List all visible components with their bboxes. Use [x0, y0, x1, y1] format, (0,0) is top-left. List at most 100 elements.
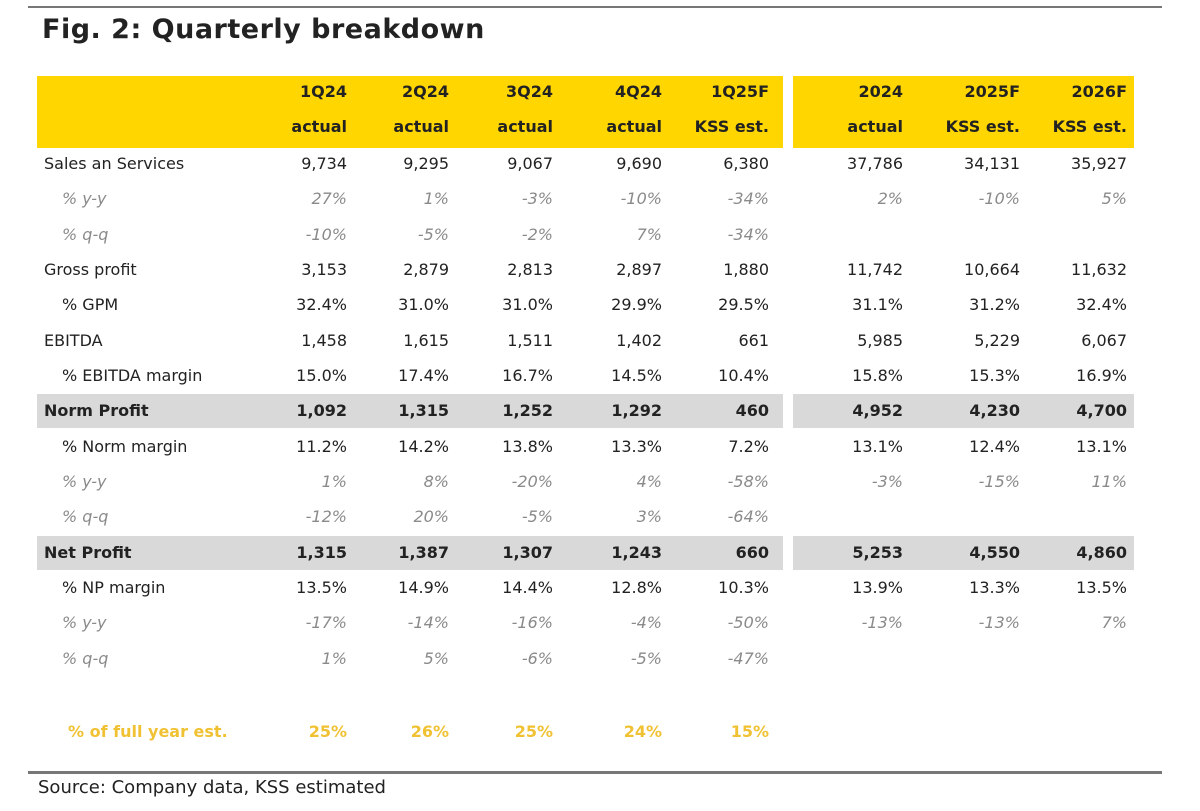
table-cell: -14%: [407, 613, 449, 632]
table-cell: 6,067: [1081, 331, 1127, 350]
table-cell: 11,742: [847, 260, 903, 279]
table-cell: 31.0%: [502, 295, 553, 314]
table-cell: -10%: [978, 189, 1020, 208]
row-label: % y-y: [62, 613, 107, 632]
table-cell: 7%: [636, 225, 662, 244]
column-header-period: 1Q25F: [711, 82, 769, 101]
table-cell: 17.4%: [398, 366, 449, 385]
table-cell: 32.4%: [296, 295, 347, 314]
table-cell: 12.4%: [969, 437, 1020, 456]
table-cell: -3%: [871, 472, 903, 491]
table-cell: 4,700: [1076, 401, 1127, 420]
row-label: EBITDA: [44, 331, 103, 350]
full-year-cell: 24%: [623, 722, 662, 741]
table-cell: -13%: [861, 613, 903, 632]
highlight-band-left: [37, 536, 783, 570]
table-cell: 15.0%: [296, 366, 347, 385]
full-year-cell: 25%: [514, 722, 553, 741]
row-label: % q-q: [62, 507, 109, 526]
table-cell: 8%: [423, 472, 449, 491]
table-cell: -17%: [305, 613, 347, 632]
table-cell: 5%: [423, 649, 449, 668]
table-cell: 1%: [423, 189, 449, 208]
table-cell: 15.3%: [969, 366, 1020, 385]
table-cell: 1%: [321, 649, 347, 668]
table-cell: 1,243: [611, 543, 662, 562]
column-header-basis: KSS est.: [945, 117, 1020, 136]
table-cell: 2%: [877, 189, 903, 208]
table-cell: 11.2%: [296, 437, 347, 456]
table-cell: 20%: [413, 507, 449, 526]
row-label: % NP margin: [62, 578, 166, 597]
header-band-left: [37, 76, 783, 148]
table-cell: 13.3%: [611, 437, 662, 456]
table-cell: 9,067: [507, 154, 553, 173]
table-cell: 10.3%: [718, 578, 769, 597]
column-header-period: 2Q24: [402, 82, 449, 101]
table-cell: 2,897: [616, 260, 662, 279]
table-cell: 14.4%: [502, 578, 553, 597]
row-label: Norm Profit: [44, 401, 149, 420]
full-year-label: % of full year est.: [68, 722, 228, 741]
figure-title: Fig. 2: Quarterly breakdown: [42, 14, 485, 45]
table-cell: 6,380: [723, 154, 769, 173]
column-header-basis: actual: [606, 117, 662, 136]
table-cell: 9,734: [301, 154, 347, 173]
table-cell: 27%: [311, 189, 347, 208]
table-cell: -12%: [305, 507, 347, 526]
table-cell: 1,615: [403, 331, 449, 350]
table-cell: -10%: [620, 189, 662, 208]
table-cell: -13%: [978, 613, 1020, 632]
table-cell: 15.8%: [852, 366, 903, 385]
table-cell: 13.3%: [969, 578, 1020, 597]
table-cell: 13.1%: [1076, 437, 1127, 456]
table-cell: -2%: [521, 225, 553, 244]
table-cell: 13.1%: [852, 437, 903, 456]
column-header-basis: KSS est.: [694, 117, 769, 136]
table-cell: 35,927: [1071, 154, 1127, 173]
row-label: % GPM: [62, 295, 119, 314]
table-cell: -10%: [305, 225, 347, 244]
table-cell: 460: [735, 401, 769, 420]
table-cell: -3%: [521, 189, 553, 208]
table-cell: 1,402: [616, 331, 662, 350]
table-cell: 11%: [1091, 472, 1127, 491]
table-cell: 13.8%: [502, 437, 553, 456]
table-cell: 32.4%: [1076, 295, 1127, 314]
table-cell: 9,690: [616, 154, 662, 173]
highlight-band-left: [37, 394, 783, 428]
table-cell: 9,295: [403, 154, 449, 173]
table-cell: 3%: [636, 507, 662, 526]
table-cell: 4,860: [1076, 543, 1127, 562]
table-cell: 1,292: [611, 401, 662, 420]
row-label: % Norm margin: [62, 437, 188, 456]
row-label: % q-q: [62, 649, 109, 668]
table-cell: 5,229: [974, 331, 1020, 350]
table-cell: 2,879: [403, 260, 449, 279]
table-cell: 10,664: [964, 260, 1020, 279]
column-header-basis: actual: [291, 117, 347, 136]
bottom-rule: [28, 771, 1162, 774]
table-cell: 4%: [636, 472, 662, 491]
table-cell: 661: [738, 331, 769, 350]
column-header-period: 2026F: [1071, 82, 1127, 101]
row-label: % y-y: [62, 472, 107, 491]
table-cell: 11,632: [1071, 260, 1127, 279]
table-cell: 31.0%: [398, 295, 449, 314]
full-year-cell: 25%: [308, 722, 347, 741]
table-cell: 1,315: [398, 401, 449, 420]
column-header-basis: KSS est.: [1052, 117, 1127, 136]
table-cell: 1,252: [502, 401, 553, 420]
table-cell: -50%: [727, 613, 769, 632]
column-header-period: 2024: [858, 82, 903, 101]
column-header-basis: actual: [847, 117, 903, 136]
row-label: % q-q: [62, 225, 109, 244]
table-cell: 1,511: [507, 331, 553, 350]
column-header-period: 2025F: [964, 82, 1020, 101]
table-cell: 14.5%: [611, 366, 662, 385]
table-cell: 13.5%: [296, 578, 347, 597]
table-cell: -5%: [630, 649, 662, 668]
table-cell: -20%: [511, 472, 553, 491]
column-header-basis: actual: [393, 117, 449, 136]
header-band-right: [793, 76, 1134, 148]
